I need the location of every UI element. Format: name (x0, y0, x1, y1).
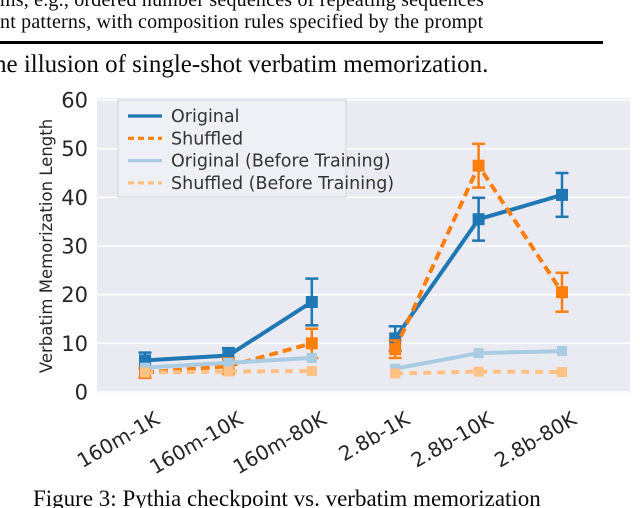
data-marker (306, 352, 317, 363)
legend-label: Shuffled (171, 129, 243, 149)
data-marker (223, 366, 234, 377)
data-marker (223, 357, 234, 368)
memorization-chart-figure: 0 10 20 30 40 50 60 160m-1K 160m-10K 160m-80K 2.8b… (0, 85, 640, 485)
x-tick-label: 160m-10K (145, 406, 247, 479)
y-tick-label: 60 (61, 89, 88, 113)
y-tick-label: 10 (61, 332, 88, 356)
paper-body-text-line-1: ms, e.g., ordered number sequences of re… (0, 0, 484, 11)
y-tick-label: 20 (61, 283, 88, 307)
figure-caption: Figure 3: Pythia checkpoint vs. verbatim… (33, 486, 541, 508)
series-line-2 (144, 341, 313, 375)
data-marker (556, 286, 568, 299)
paper-body-text-line-2: nt patterns, with composition rules spec… (0, 11, 484, 33)
section-heading: he illusion of single-shot verbatim memo… (0, 51, 489, 78)
data-marker (556, 188, 568, 201)
data-marker (389, 343, 402, 356)
data-marker (473, 366, 484, 377)
y-axis-label: Verbatim Memorization Length (37, 119, 56, 373)
data-marker (305, 337, 318, 350)
data-marker (557, 367, 567, 378)
y-tick-label: 0 (75, 381, 88, 405)
data-marker (472, 159, 485, 172)
data-marker (306, 366, 317, 377)
data-marker (557, 346, 567, 357)
data-marker (390, 368, 401, 379)
y-tick-label: 50 (61, 137, 88, 161)
legend-label: Original (Before Training) (171, 152, 391, 172)
data-marker (305, 295, 318, 308)
y-tick-label: 30 (61, 235, 88, 259)
x-tick-label: 2.8b-80K (490, 406, 581, 472)
legend-label: Original (171, 107, 239, 127)
x-tick-label: 2.8b-1K (335, 406, 415, 466)
data-marker (473, 348, 484, 359)
data-marker (140, 367, 150, 378)
y-tick-label: 40 (61, 186, 88, 210)
table-bottom-rule (0, 41, 603, 44)
legend-label: Shuffled (Before Training) (171, 174, 394, 194)
x-tick-label: 160m-80K (229, 406, 331, 479)
data-marker (472, 213, 485, 226)
x-tick-label: 2.8b-10K (407, 406, 498, 472)
